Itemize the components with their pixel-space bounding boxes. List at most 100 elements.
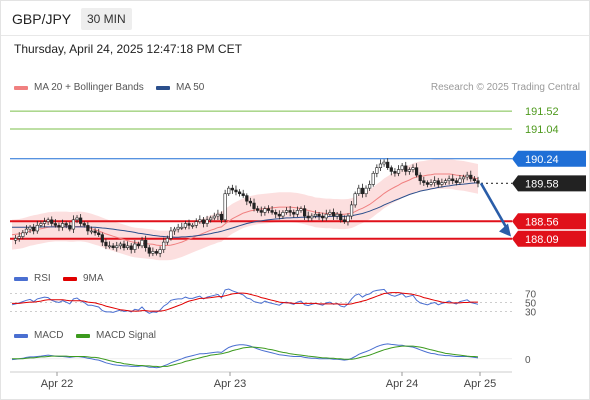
candle-body: [299, 208, 303, 211]
candle-body: [328, 212, 332, 215]
candle-body: [42, 221, 47, 224]
candle-body: [57, 225, 61, 228]
candle-body: [248, 200, 253, 204]
candle-body: [349, 204, 354, 217]
candle-body: [35, 225, 39, 232]
macd-line: [11, 343, 479, 369]
legend-ma50-swatch: [156, 85, 170, 90]
candle-body: [28, 226, 32, 230]
candle-body: [50, 219, 54, 224]
legend-macd-signal-label: MACD Signal: [96, 330, 157, 341]
forecast-arrow-head: [499, 223, 511, 237]
candle-body: [429, 182, 433, 185]
candle-body: [125, 245, 130, 248]
candle-body: [24, 228, 29, 234]
candle-body: [172, 228, 177, 232]
candle-body: [436, 180, 440, 185]
macd-zero-label: 0: [525, 355, 531, 366]
candle-body: [21, 232, 25, 237]
ma50-line: [12, 182, 479, 238]
candle-body: [241, 193, 245, 196]
candle-body: [292, 212, 296, 215]
candle-body: [324, 213, 328, 219]
candle-body: [216, 213, 220, 217]
level-tag-189-58: [512, 175, 586, 192]
candle-body: [321, 215, 325, 219]
candle-body: [60, 223, 65, 228]
candle-body: [353, 193, 357, 206]
time-tick-label: Apr 24: [386, 378, 418, 390]
candle-body: [14, 238, 18, 241]
candle-body: [71, 219, 76, 230]
candle-body: [458, 178, 462, 183]
candle-body: [440, 182, 444, 185]
legend-ma20-swatch: [14, 85, 28, 90]
candle-body: [107, 245, 112, 248]
candle-body: [115, 245, 119, 248]
ma20-line: [11, 173, 479, 246]
level-tag-188-56: [512, 213, 586, 230]
candle-body: [93, 230, 97, 234]
level-label-191-04: 191.04: [525, 124, 559, 136]
level-label-188-09: 188.09: [525, 234, 559, 246]
candle-body: [122, 243, 126, 248]
candle-body: [382, 161, 386, 165]
candle-body: [476, 180, 480, 184]
candle-body: [310, 215, 314, 219]
candle-body: [371, 172, 375, 185]
candle-body: [32, 226, 36, 232]
candle-body: [404, 165, 408, 172]
instrument-title: GBP/JPY: [12, 11, 72, 27]
candle-body: [86, 225, 90, 232]
candle-body: [331, 212, 336, 217]
candle-body: [270, 210, 274, 213]
candle-body: [252, 202, 256, 209]
candle-body: [237, 191, 242, 195]
legend-macd-signal: MACD Signal: [76, 330, 156, 341]
candle-body: [317, 213, 321, 217]
candle-body: [288, 210, 292, 213]
candle-body: [100, 234, 104, 243]
candle-body: [364, 187, 368, 195]
candle-body: [313, 213, 318, 217]
candle-body: [447, 178, 451, 182]
forecast-arrow-shaft: [479, 182, 510, 232]
candle-body: [284, 210, 289, 213]
candle-body: [89, 230, 94, 233]
legend-ma50: MA 50: [156, 82, 204, 93]
time-tick-label: Apr 25: [464, 378, 496, 390]
legend-macd-label: MACD: [34, 330, 64, 341]
candle-body: [393, 171, 397, 174]
header-divider: [1, 35, 589, 36]
candle-body: [144, 239, 148, 248]
candle-body: [97, 232, 101, 235]
candle-body: [129, 245, 133, 250]
candle-body: [82, 223, 86, 226]
candle-body: [407, 169, 411, 172]
candle-body: [433, 180, 437, 183]
level-label-188-56: 188.56: [525, 216, 559, 228]
legend-macd-swatch: [14, 333, 28, 338]
candle-body: [205, 219, 209, 224]
candle-body: [454, 180, 458, 183]
candle-body: [472, 178, 476, 182]
legend-ma50-label: MA 50: [176, 82, 205, 93]
chart-header: GBP/JPY 30 MIN: [1, 1, 589, 37]
candle-body: [17, 236, 21, 239]
candle-body: [411, 167, 415, 170]
candle-body: [335, 213, 339, 217]
candle-body: [389, 167, 393, 172]
candle-body: [64, 223, 68, 226]
timeframe-badge[interactable]: 30 MIN: [81, 8, 132, 30]
candle-body: [230, 187, 234, 191]
candle-body: [104, 241, 108, 247]
candle-body: [162, 241, 166, 250]
legend-ma20: MA 20 + Bollinger Bands: [14, 82, 144, 93]
legend-macd-signal-swatch: [76, 333, 90, 338]
credit-text: Research © 2025 Trading Central: [430, 82, 580, 93]
legend-macd: MACD: [14, 330, 63, 341]
candle-body: [183, 223, 187, 228]
candle-body: [266, 208, 271, 211]
candle-body: [158, 249, 162, 254]
